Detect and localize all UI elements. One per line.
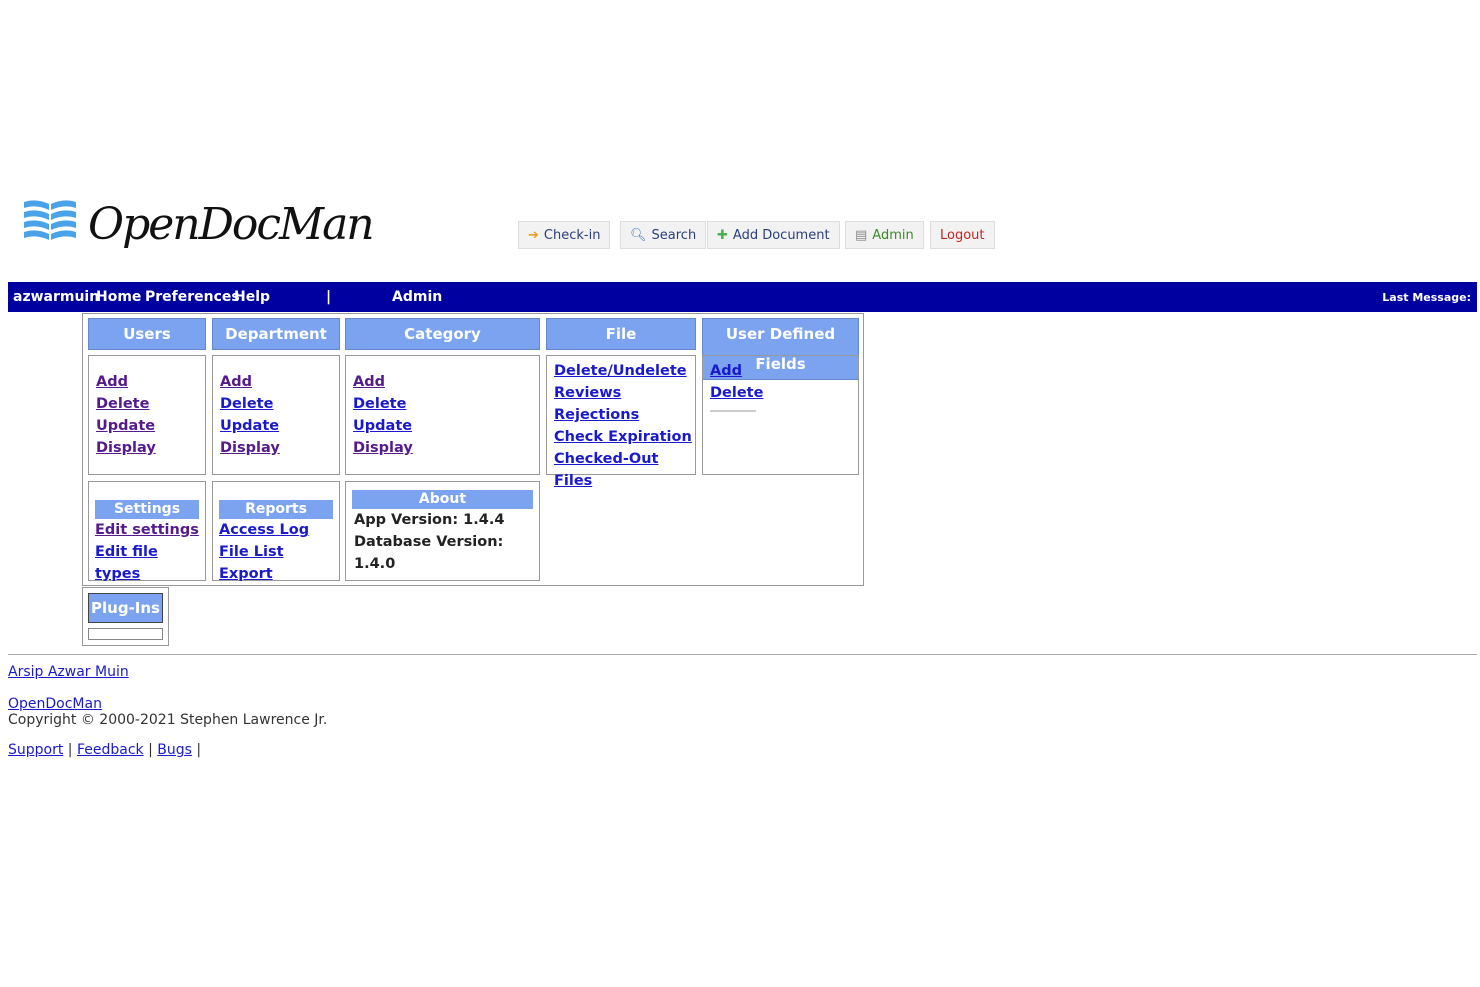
bugs-link[interactable]: Bugs [157, 742, 192, 758]
plugins-box: Plug-Ins [82, 587, 169, 646]
udf-add-link[interactable]: Add [710, 363, 742, 379]
nav-preferences[interactable]: Preferences [145, 289, 240, 305]
file-box: Delete/Undelete Reviews Rejections Check… [546, 355, 696, 489]
users-add-link[interactable]: Add [96, 374, 128, 390]
file-checked-out-link[interactable]: Checked-Out Files [554, 451, 659, 489]
nav-home[interactable]: Home [96, 289, 142, 305]
support-link[interactable]: Support [8, 742, 64, 758]
plus-icon: ✚ [717, 227, 728, 243]
category-delete-link[interactable]: Delete [353, 396, 407, 412]
category-add-link[interactable]: Add [353, 374, 385, 390]
department-add-link[interactable]: Add [220, 374, 252, 390]
opendocman-link[interactable]: OpenDocMan [8, 696, 102, 712]
settings-header: Settings [95, 500, 199, 519]
file-header: File [546, 318, 696, 350]
users-display-link[interactable]: Display [96, 440, 156, 456]
nav-user[interactable]: azwarmuin [13, 289, 100, 305]
nav-separator: | [326, 289, 332, 305]
category-display-link[interactable]: Display [353, 440, 413, 456]
department-display-link[interactable]: Display [220, 440, 280, 456]
department-update-link[interactable]: Update [220, 418, 280, 434]
divider [710, 410, 756, 412]
file-delete-undelete-link[interactable]: Delete/Undelete [554, 363, 687, 379]
check-in-button[interactable]: ➔ Check-in [518, 221, 611, 249]
app-version: App Version: 1.4.4 [354, 512, 505, 528]
department-box: Add Delete Update Display [212, 355, 340, 475]
nav-bar: azwarmuin Home Preferences Help | Admin … [8, 282, 1477, 312]
category-header: Category [345, 318, 540, 350]
category-update-link[interactable]: Update [353, 418, 413, 434]
udf-box: Add Delete [702, 355, 859, 475]
category-box: Add Delete Update Display [345, 355, 540, 475]
reports-box: Reports Access Log File List Export [212, 481, 340, 582]
users-header: Users [88, 318, 206, 350]
admin-icon: ▤ [855, 227, 868, 243]
edit-settings-link[interactable]: Edit settings [95, 522, 199, 538]
admin-button[interactable]: ▤ Admin [845, 221, 924, 249]
book-icon [24, 200, 76, 240]
admin-panel [82, 313, 864, 586]
about-box: About App Version: 1.4.4 Database Versio… [345, 481, 540, 581]
plugins-list [88, 628, 163, 640]
about-header: About [352, 490, 533, 509]
footer-divider [8, 654, 1477, 655]
logout-button[interactable]: Logout [930, 221, 995, 249]
access-log-link[interactable]: Access Log [219, 522, 310, 538]
feedback-link[interactable]: Feedback [76, 742, 144, 758]
settings-box: Settings Edit settings Edit file types [88, 481, 206, 582]
logo[interactable]: OpenDocMan [22, 198, 375, 250]
logo-text: OpenDocMan [88, 198, 375, 250]
department-header: Department [212, 318, 340, 350]
nav-help[interactable]: Help [234, 289, 271, 305]
udf-header: User Defined Fields [702, 318, 859, 380]
site-link[interactable]: Arsip Azwar Muin [8, 664, 129, 680]
last-message: Last Message: [1382, 291, 1471, 304]
users-delete-link[interactable]: Delete [96, 396, 150, 412]
search-button[interactable]: 🔍︎ Search [620, 221, 707, 249]
magnifier-icon: 🔍︎ [630, 227, 647, 243]
file-list-export-link[interactable]: File List Export [219, 544, 284, 582]
arrow-in-icon: ➔ [528, 227, 539, 243]
plugins-header: Plug-Ins [88, 593, 163, 623]
copyright: Copyright © 2000-2021 Stephen Lawrence J… [8, 712, 328, 728]
file-reviews-link[interactable]: Reviews [554, 385, 622, 401]
footer: Arsip Azwar Muin OpenDocMan Copyright © … [8, 664, 328, 758]
edit-file-types-link[interactable]: Edit file types [95, 544, 158, 582]
database-version: Database Version: 1.4.0 [354, 534, 504, 572]
users-update-link[interactable]: Update [96, 418, 156, 434]
file-check-expiration-link[interactable]: Check Expiration [554, 429, 692, 445]
department-delete-link[interactable]: Delete [220, 396, 274, 412]
udf-delete-link[interactable]: Delete [710, 385, 764, 401]
reports-header: Reports [219, 500, 333, 519]
add-document-button[interactable]: ✚ Add Document [707, 221, 840, 249]
users-box: Add Delete Update Display [88, 355, 206, 475]
file-rejections-link[interactable]: Rejections [554, 407, 640, 423]
nav-admin[interactable]: Admin [392, 289, 443, 305]
